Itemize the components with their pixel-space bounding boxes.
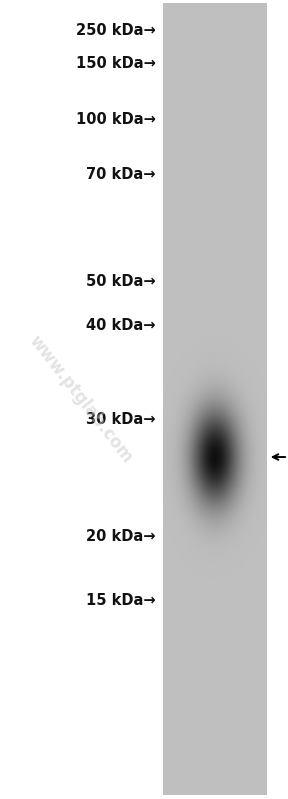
Text: 250 kDa→: 250 kDa→ [76,23,156,38]
Text: 100 kDa→: 100 kDa→ [76,113,156,127]
Text: 30 kDa→: 30 kDa→ [86,412,156,427]
Text: 150 kDa→: 150 kDa→ [76,57,156,71]
Text: 15 kDa→: 15 kDa→ [86,594,156,608]
Text: www.ptglab.com: www.ptglab.com [25,332,136,467]
Text: 40 kDa→: 40 kDa→ [86,319,156,333]
Text: 20 kDa→: 20 kDa→ [86,530,156,544]
Text: 50 kDa→: 50 kDa→ [86,274,156,288]
Text: 70 kDa→: 70 kDa→ [86,167,156,181]
